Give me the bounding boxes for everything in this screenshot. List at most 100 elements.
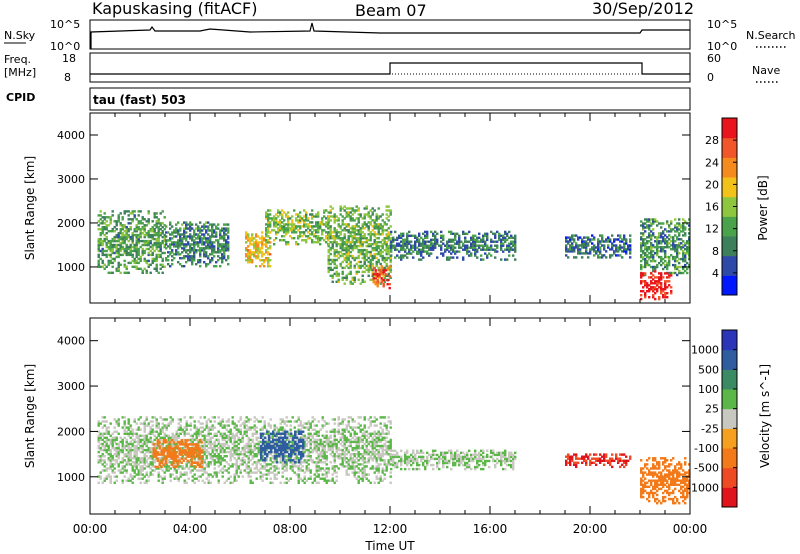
data-cell	[203, 434, 206, 437]
data-cell	[269, 209, 272, 212]
data-cell	[191, 416, 194, 419]
data-cell	[623, 248, 626, 251]
data-cell	[654, 270, 657, 273]
data-cell	[177, 245, 180, 248]
data-cell	[193, 253, 196, 256]
data-cell	[177, 426, 180, 429]
data-cell	[494, 256, 497, 259]
data-cell	[161, 222, 164, 225]
data-cell	[275, 213, 278, 216]
data-cell	[591, 246, 594, 249]
data-cell	[317, 420, 320, 423]
data-cell	[117, 247, 120, 251]
data-cell	[217, 227, 220, 230]
data-cell	[161, 430, 164, 433]
data-cell	[311, 239, 314, 242]
data-cell	[111, 228, 114, 231]
data-cell	[165, 428, 168, 431]
data-cell	[155, 420, 158, 423]
data-cell	[149, 467, 152, 470]
data-cell	[510, 236, 513, 239]
data-cell	[145, 247, 148, 251]
data-cell	[343, 227, 346, 230]
data-cell	[153, 257, 156, 261]
data-cell	[652, 288, 655, 291]
data-cell	[343, 266, 346, 270]
data-cell	[249, 257, 252, 260]
data-cell	[331, 479, 334, 482]
data-cell	[377, 258, 380, 262]
data-cell	[375, 237, 378, 240]
data-cell	[141, 446, 144, 450]
data-cell	[225, 469, 228, 472]
data-cell	[157, 222, 160, 225]
data-cell	[321, 446, 324, 450]
data-cell	[169, 245, 172, 248]
data-cell	[105, 469, 108, 472]
data-cell	[605, 256, 608, 259]
data-cell	[438, 244, 441, 247]
data-cell	[107, 263, 110, 266]
data-cell	[343, 223, 346, 226]
data-cell	[404, 244, 407, 247]
data-cell	[203, 243, 206, 246]
data-cell	[155, 233, 158, 237]
data-cell	[369, 278, 372, 281]
data-cell	[103, 249, 106, 253]
data-cell	[153, 212, 156, 215]
data-cell	[339, 243, 342, 246]
data-cell	[249, 481, 252, 484]
data-cell	[265, 440, 268, 444]
data-cell	[462, 258, 465, 261]
data-cell	[97, 430, 100, 433]
data-cell	[173, 241, 176, 244]
data-cell	[664, 286, 667, 289]
data-cell	[371, 270, 374, 274]
data-cell	[159, 263, 162, 266]
data-cell	[153, 249, 156, 253]
data-cell	[309, 477, 312, 480]
data-cell	[207, 245, 210, 248]
data-cell	[650, 246, 653, 249]
data-cell	[157, 228, 160, 231]
data-cell	[259, 467, 262, 470]
data-cell	[662, 267, 665, 271]
data-cell	[229, 450, 232, 454]
data-cell	[241, 461, 244, 464]
data-cell	[605, 250, 608, 253]
data-cell	[133, 432, 136, 435]
data-cell	[203, 251, 206, 254]
data-cell	[97, 214, 100, 217]
data-cell	[257, 453, 260, 456]
data-cell	[383, 280, 386, 283]
data-cell	[319, 450, 322, 454]
data-cell	[123, 475, 126, 478]
data-cell	[567, 236, 570, 239]
data-cell	[281, 229, 284, 232]
data-cell	[387, 244, 390, 248]
data-cell	[149, 457, 152, 460]
data-cell	[135, 436, 138, 439]
data-cell	[283, 455, 286, 458]
data-cell	[107, 241, 110, 245]
data-cell	[674, 248, 677, 251]
data-cell	[107, 247, 110, 251]
data-cell	[175, 434, 178, 437]
data-cell	[105, 216, 108, 219]
data-cell	[385, 233, 388, 236]
data-cell	[375, 241, 378, 244]
data-cell	[404, 248, 407, 251]
data-cell	[247, 233, 250, 236]
data-cell	[211, 448, 214, 452]
data-cell	[686, 250, 689, 253]
data-cell	[335, 266, 338, 270]
data-cell	[137, 457, 140, 460]
data-cell	[305, 215, 308, 218]
data-cell	[385, 256, 388, 260]
data-cell	[207, 479, 210, 482]
data-cell	[329, 266, 332, 270]
data-cell	[287, 241, 290, 244]
data-cell	[680, 246, 683, 249]
data-cell	[321, 450, 324, 454]
data-cell	[297, 235, 300, 238]
